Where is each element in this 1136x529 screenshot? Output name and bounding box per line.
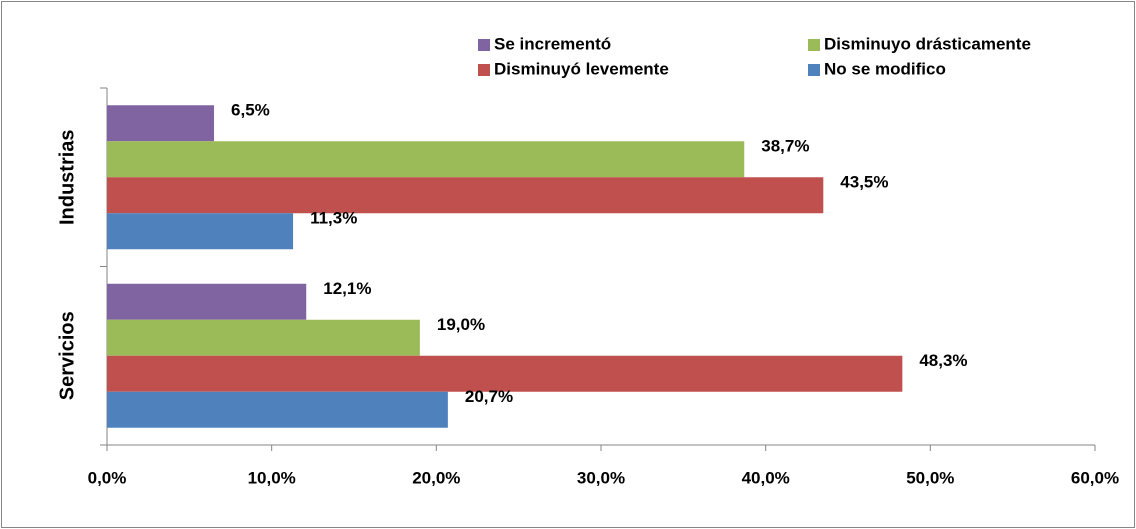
- bar: [107, 177, 824, 214]
- bar: [107, 105, 215, 142]
- legend-swatch: [478, 64, 490, 76]
- x-tick-label: 60,0%: [1071, 468, 1119, 487]
- bar: [107, 283, 307, 320]
- x-tick-label: 40,0%: [742, 468, 790, 487]
- legend-swatch: [478, 39, 490, 51]
- legend-swatch: [808, 39, 820, 51]
- x-tick-label: 0,0%: [88, 468, 127, 487]
- bar: [107, 141, 745, 178]
- value-label: 48,3%: [919, 351, 967, 370]
- value-label: 20,7%: [465, 387, 513, 406]
- value-label: 11,3%: [310, 209, 357, 228]
- value-label: 43,5%: [840, 173, 888, 192]
- value-label: 6,5%: [231, 101, 270, 120]
- x-tick-label: 20,0%: [412, 468, 460, 487]
- legend-swatch: [808, 64, 820, 76]
- category-label: Servicios: [56, 311, 78, 400]
- legend-label: Disminuyo drásticamente: [824, 34, 1031, 53]
- bar: [107, 213, 294, 250]
- value-label: 12,1%: [323, 279, 371, 298]
- category-label: Industrias: [56, 129, 78, 225]
- legend-label: No se modifico: [824, 59, 946, 78]
- bar: [107, 355, 903, 392]
- bar: [107, 319, 420, 356]
- x-tick-label: 50,0%: [906, 468, 954, 487]
- x-tick-label: 30,0%: [577, 468, 625, 487]
- value-label: 19,0%: [437, 315, 485, 334]
- legend-label: Se incrementó: [494, 34, 611, 53]
- value-label: 38,7%: [761, 137, 809, 156]
- bar: [107, 391, 448, 428]
- x-tick-label: 10,0%: [248, 468, 296, 487]
- legend-label: Disminuyó levemente: [494, 59, 669, 78]
